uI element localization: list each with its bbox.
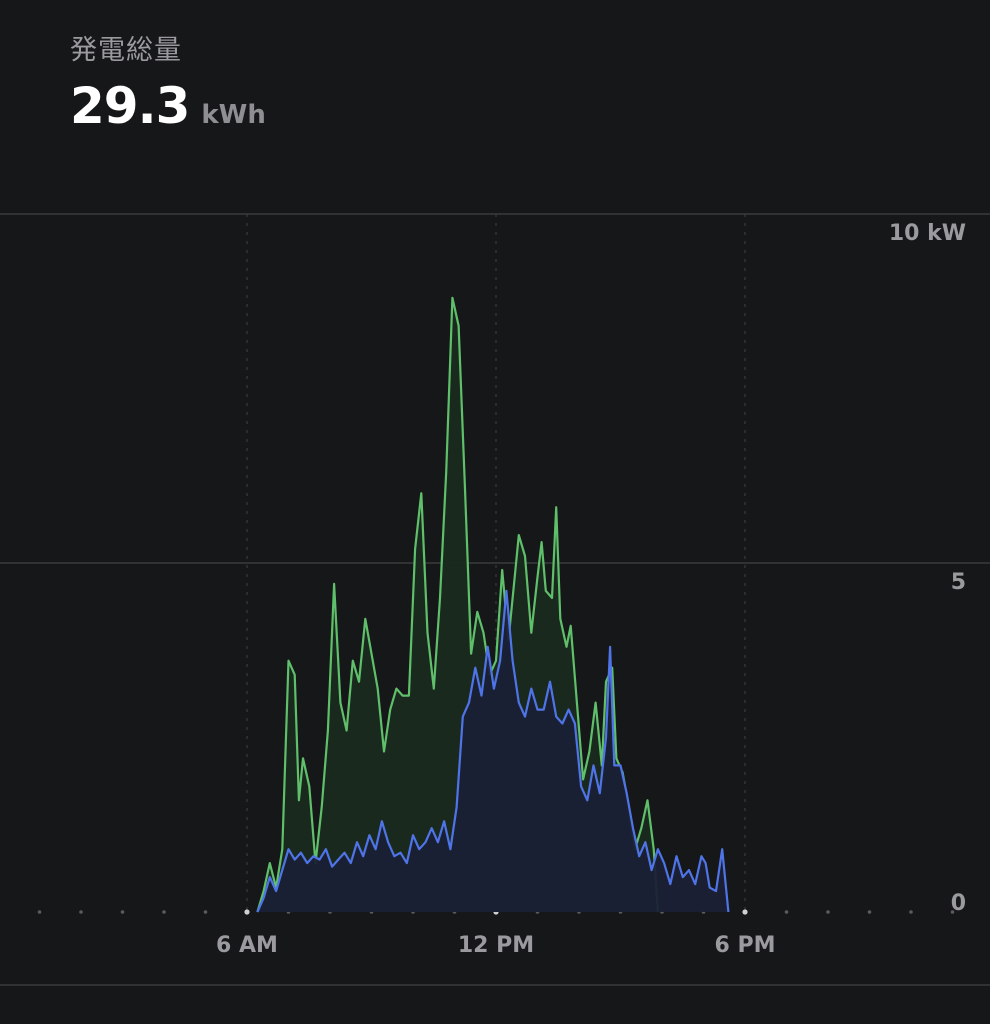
y-tick-label: 10 kW bbox=[889, 221, 966, 246]
baseline-dot bbox=[909, 910, 913, 914]
baseline-dot bbox=[203, 910, 208, 914]
baseline-dot bbox=[162, 910, 166, 914]
baseline-dot bbox=[37, 910, 42, 914]
baseline-dot bbox=[742, 909, 748, 915]
baseline-dot bbox=[120, 910, 125, 914]
baseline-dot bbox=[244, 909, 250, 915]
x-tick-label: 6 AM bbox=[216, 933, 278, 958]
total-generation-label: 発電総量 bbox=[70, 35, 182, 66]
chart-series bbox=[256, 296, 730, 913]
baseline-dot bbox=[826, 910, 830, 914]
total-generation-value: 29.3 bbox=[70, 77, 190, 135]
series-1-line bbox=[256, 589, 730, 913]
chart-labels: 10 kW 5 0 6 AM 12 PM 6 PM bbox=[216, 221, 966, 958]
baseline-dot bbox=[784, 910, 789, 914]
x-tick-label: 6 PM bbox=[715, 933, 776, 958]
baseline-dot bbox=[867, 910, 872, 914]
total-generation: 29.3 kWh bbox=[70, 77, 266, 135]
baseline-dot bbox=[950, 910, 955, 914]
total-generation-unit: kWh bbox=[201, 100, 266, 130]
baseline-dot bbox=[79, 910, 83, 914]
y-tick-label: 5 bbox=[951, 570, 966, 595]
series-0-line bbox=[256, 296, 659, 913]
summary-header: 発電総量 29.3 kWh bbox=[70, 28, 266, 135]
x-tick-label: 12 PM bbox=[458, 933, 534, 958]
y-tick-label: 0 bbox=[951, 891, 966, 916]
